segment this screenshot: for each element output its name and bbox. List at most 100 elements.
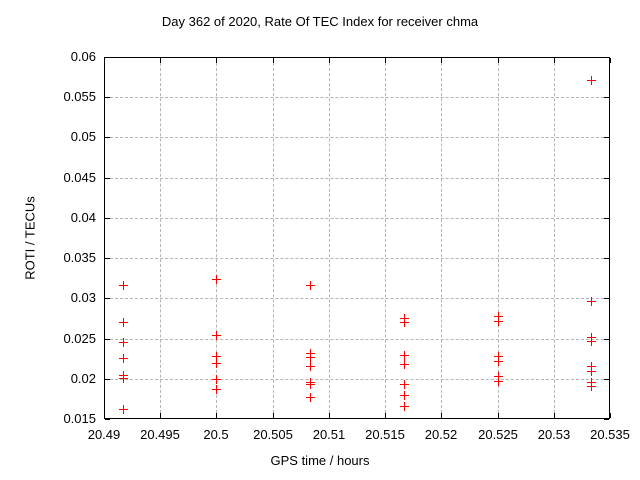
data-point-marker: [306, 353, 315, 362]
y-gridline: [105, 298, 609, 299]
data-point-marker: [587, 382, 596, 391]
y-tick-label: 0.025: [63, 331, 96, 346]
x-tick-label: 20.51: [312, 427, 346, 442]
y-tick-label: 0.015: [63, 411, 96, 426]
y-tick-right: [604, 137, 609, 138]
y-tick-label: 0.03: [70, 290, 96, 305]
x-tick-top: [329, 58, 330, 63]
data-point-marker: [119, 354, 128, 363]
y-tick-label: 0.055: [63, 89, 96, 104]
x-tick-bottom: [329, 413, 330, 418]
y-tick-left: [105, 379, 110, 380]
x-tick-top: [554, 58, 555, 63]
data-point-marker: [306, 380, 315, 389]
x-tick-top: [441, 58, 442, 63]
x-tick-top: [160, 58, 161, 63]
data-point-marker: [400, 391, 409, 400]
y-tick-left: [105, 218, 110, 219]
y-tick-left: [105, 258, 110, 259]
chart-title: Day 362 of 2020, Rate Of TEC Index for r…: [161, 14, 479, 29]
plot-area: [104, 57, 610, 419]
x-tick-label: 20.52: [424, 427, 458, 442]
x-tick-top: [498, 58, 499, 63]
y-gridline: [105, 258, 609, 259]
x-tick-label: 20.525: [478, 427, 518, 442]
y-tick-right: [604, 178, 609, 179]
data-point-marker: [212, 359, 221, 368]
y-tick-label: 0.04: [70, 210, 96, 225]
x-gridline: [329, 58, 330, 418]
data-point-marker: [400, 318, 409, 327]
data-point-marker: [119, 281, 128, 290]
data-point-marker: [494, 357, 503, 366]
x-tick-top: [216, 58, 217, 63]
y-tick-label: 0.045: [63, 170, 96, 185]
y-axis-label: ROTI / TECUs: [22, 196, 38, 280]
y-gridline: [105, 339, 609, 340]
data-point-marker: [587, 367, 596, 376]
y-tick-right: [604, 218, 609, 219]
x-tick-top: [385, 58, 386, 63]
data-point-marker: [119, 318, 128, 327]
x-tick-label: 20.505: [253, 427, 293, 442]
data-point-marker: [119, 405, 128, 414]
y-tick-left: [105, 339, 110, 340]
data-point-marker: [400, 351, 409, 360]
y-tick-right: [604, 419, 609, 420]
y-gridline: [105, 137, 609, 138]
x-gridline: [385, 58, 386, 418]
y-gridline: [105, 178, 609, 179]
x-tick-label: 20.49: [87, 427, 121, 442]
data-point-marker: [494, 352, 503, 361]
data-point-marker: [587, 76, 596, 85]
data-point-marker: [212, 275, 221, 284]
y-tick-left: [105, 178, 110, 179]
data-point-marker: [587, 362, 596, 371]
y-gridline: [105, 218, 609, 219]
y-tick-left: [105, 97, 110, 98]
y-gridline: [105, 97, 609, 98]
data-point-marker: [494, 312, 503, 321]
data-point-marker: [212, 331, 221, 340]
data-point-marker: [587, 297, 596, 306]
x-axis-label: GPS time / hours: [270, 453, 370, 468]
y-tick-left: [105, 298, 110, 299]
x-tick-label: 20.5: [203, 427, 229, 442]
x-gridline: [498, 58, 499, 418]
x-tick-label: 20.535: [590, 427, 630, 442]
y-tick-right: [604, 258, 609, 259]
x-tick-bottom: [610, 413, 611, 418]
x-gridline: [160, 58, 161, 418]
data-point-marker: [400, 402, 409, 411]
x-gridline: [441, 58, 442, 418]
y-tick-label: 0.035: [63, 250, 96, 265]
y-tick-label: 0.06: [70, 49, 96, 64]
y-tick-right: [604, 379, 609, 380]
data-point-marker: [400, 380, 409, 389]
data-point-marker: [306, 362, 315, 371]
data-point-marker: [494, 317, 503, 326]
data-point-marker: [494, 372, 503, 381]
y-gridline: [105, 379, 609, 380]
x-gridline: [554, 58, 555, 418]
data-point-marker: [119, 374, 128, 383]
x-tick-label: 20.53: [537, 427, 571, 442]
x-tick-label: 20.515: [365, 427, 405, 442]
data-point-marker: [119, 338, 128, 347]
y-tick-right: [604, 339, 609, 340]
data-point-marker: [212, 385, 221, 394]
y-tick-left: [105, 137, 110, 138]
x-gridline: [273, 58, 274, 418]
x-tick-bottom: [216, 413, 217, 418]
y-tick-right: [604, 298, 609, 299]
data-point-marker: [400, 360, 409, 369]
x-tick-bottom: [554, 413, 555, 418]
y-tick-label: 0.02: [70, 371, 96, 386]
x-tick-bottom: [273, 413, 274, 418]
x-tick-bottom: [441, 413, 442, 418]
y-tick-label: 0.05: [70, 129, 96, 144]
y-tick-right: [604, 97, 609, 98]
y-tick-left: [105, 419, 110, 420]
x-tick-top: [610, 58, 611, 63]
x-tick-bottom: [385, 413, 386, 418]
